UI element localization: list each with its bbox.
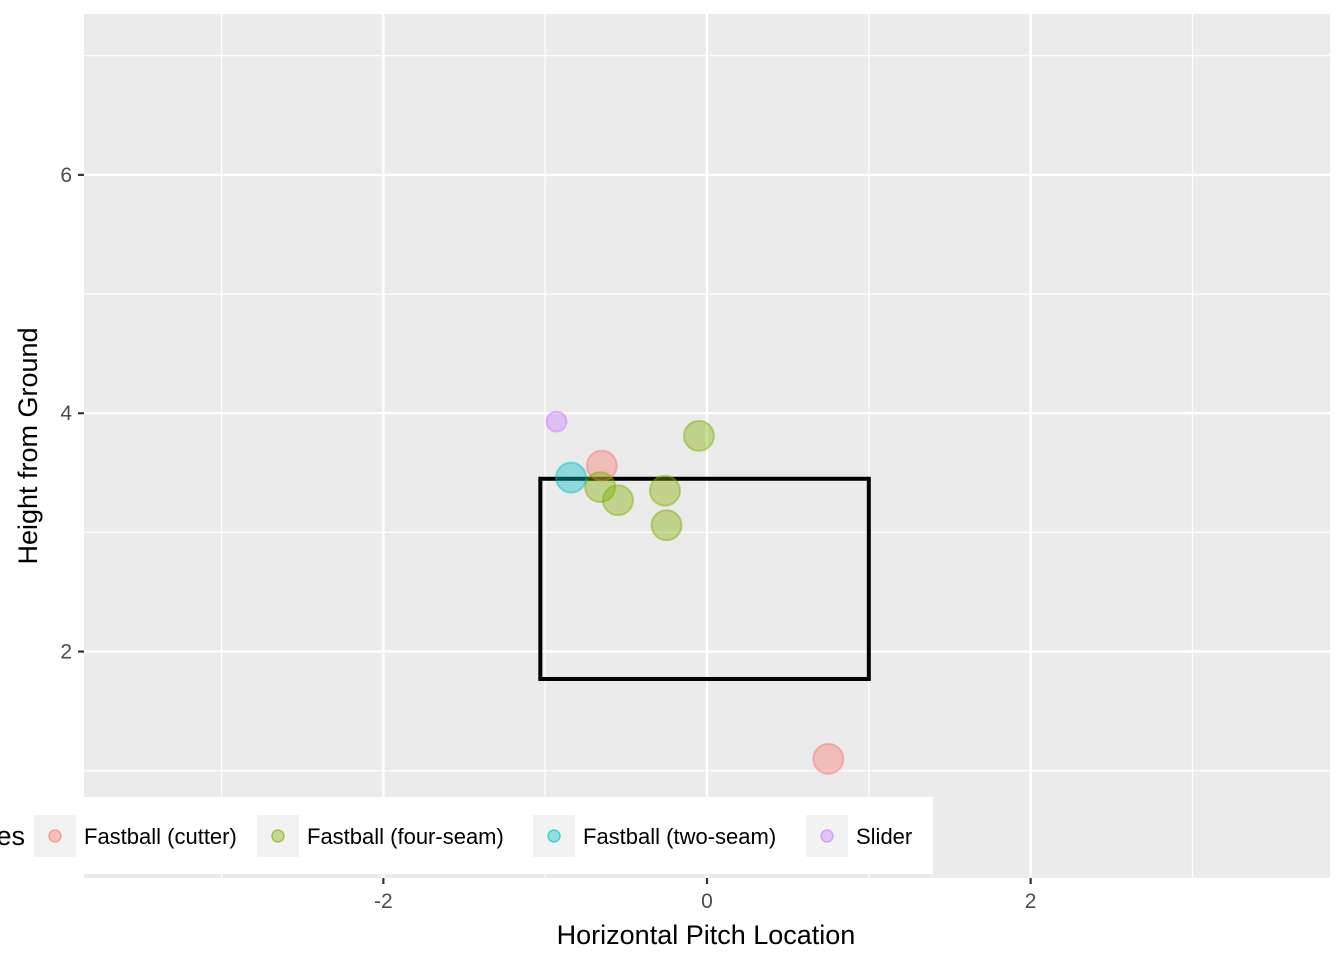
legend-label: Fastball (cutter) xyxy=(84,824,237,849)
legend-label: Fastball (four-seam) xyxy=(307,824,504,849)
legend: es Fastball (cutter) Fastball (four-seam) F… xyxy=(0,797,933,874)
pitch-point xyxy=(602,484,634,517)
legend-key xyxy=(533,815,575,857)
pitch-point xyxy=(650,509,683,542)
pitch-point xyxy=(585,449,618,482)
strike-zone-box xyxy=(538,476,871,681)
legend-key xyxy=(34,815,76,857)
legend-swatch xyxy=(820,829,834,843)
legend-background xyxy=(0,797,933,874)
pitch-point xyxy=(682,419,715,452)
pitch-points xyxy=(545,410,845,775)
y-axis-title: Height from Ground xyxy=(13,327,43,564)
x-axis-title: Horizontal Pitch Location xyxy=(557,920,856,950)
legend-label: Slider xyxy=(856,824,912,849)
y-tick-label: 2 xyxy=(60,641,72,664)
major-gridlines xyxy=(84,14,1330,878)
y-tick-label: 4 xyxy=(60,402,72,425)
x-tick-label: -2 xyxy=(374,890,393,913)
x-tick-label: 2 xyxy=(1025,890,1037,913)
y-tick-label: 6 xyxy=(60,164,72,187)
legend-swatch xyxy=(547,829,561,843)
legend-swatch xyxy=(48,829,62,843)
pitch-point xyxy=(555,461,588,494)
legend-key xyxy=(257,815,299,857)
pitch-point xyxy=(812,742,845,775)
legend-key xyxy=(806,815,848,857)
legend-swatch xyxy=(271,829,285,843)
pitch-point xyxy=(545,410,568,433)
legend-label: Fastball (two-seam) xyxy=(583,824,776,849)
axis-ticks xyxy=(78,173,1032,884)
pitch-point xyxy=(584,471,617,504)
legend-title: es xyxy=(0,821,25,851)
axis-tick-labels: -2 0 2 2 4 6 xyxy=(60,164,1036,913)
x-tick-label: 0 xyxy=(701,890,713,913)
pitch-point xyxy=(648,474,681,507)
